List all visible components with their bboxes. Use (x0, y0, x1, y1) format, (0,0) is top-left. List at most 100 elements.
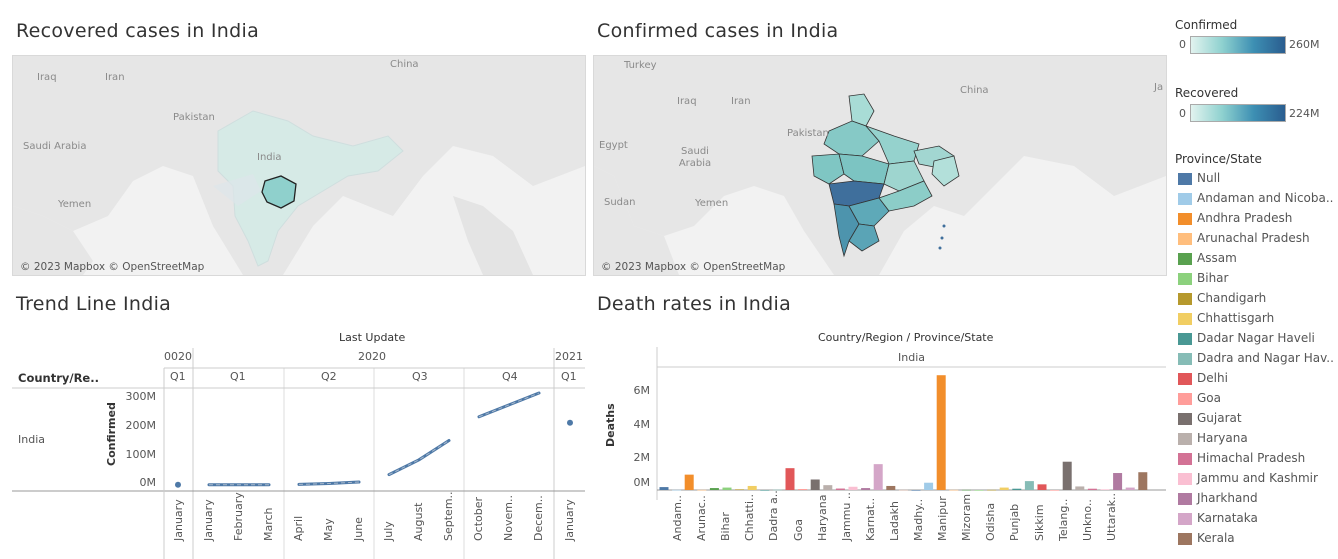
death-x-label: Sikkim (1032, 504, 1046, 541)
map-label-iran: Iran (105, 72, 125, 83)
trend-header: Last Update (339, 331, 406, 344)
confirmed-map-canvas (594, 56, 1166, 275)
death-bar[interactable] (1125, 487, 1135, 490)
death-bar[interactable] (1113, 473, 1123, 490)
death-x-label: Bihar (719, 512, 733, 541)
confirmed-map[interactable]: Turkey Iraq Iran China Pakistan Egypt Sa… (593, 55, 1167, 276)
death-bar[interactable] (898, 489, 908, 491)
death-x-label: Arunac.. (695, 495, 709, 541)
legend-swatch (1178, 333, 1192, 345)
trend-line (478, 392, 540, 418)
legend-recovered-title: Recovered (1175, 86, 1239, 100)
trend-chart[interactable] (0, 0, 590, 559)
map-label-japan: Ja (1154, 82, 1164, 93)
death-x-label: Mizoram (960, 493, 974, 541)
death-x-label: Andam.. (671, 495, 684, 541)
legend-label: Haryana (1197, 431, 1248, 445)
legend-swatch (1178, 393, 1192, 405)
death-bar[interactable] (1087, 488, 1097, 490)
death-x-label: Ladakh (887, 501, 901, 541)
death-bar[interactable] (735, 489, 745, 490)
map-label-iraq: Iraq (37, 72, 57, 83)
death-bar[interactable] (722, 487, 732, 490)
map-label-pakistan: Pakistan (787, 128, 829, 139)
trend-y-tick: 100M (125, 448, 157, 461)
death-bar[interactable] (848, 486, 858, 490)
death-bar[interactable] (659, 487, 669, 490)
death-bar[interactable] (672, 489, 682, 491)
map-label-saudi: Saudi Arabia (678, 146, 712, 169)
legend-label: Delhi (1197, 371, 1228, 385)
legend-label: Arunachal Pradesh (1197, 231, 1310, 245)
legend-swatch (1178, 473, 1192, 485)
legend-label: Chandigarh (1197, 291, 1267, 305)
death-bar[interactable] (911, 490, 921, 491)
death-bar[interactable] (949, 489, 959, 491)
death-bar[interactable] (760, 490, 770, 491)
deaths-chart[interactable] (0, 0, 1170, 559)
legend-recovered-min: 0 (1179, 107, 1186, 120)
legend-swatch (1178, 453, 1192, 465)
trend-line (388, 440, 450, 476)
trend-point[interactable] (175, 481, 181, 488)
death-x-label: Goa (791, 519, 805, 541)
death-bar[interactable] (1037, 484, 1047, 490)
death-x-label: Chhatti.. (743, 493, 757, 541)
trend-year-2021: 2021 (555, 350, 583, 363)
death-bar[interactable] (709, 488, 719, 490)
death-x-label: Haryana (815, 494, 829, 542)
legend-label: Gujarat (1197, 411, 1242, 425)
trend-y-tick: 300M (125, 390, 157, 403)
legend-recovered-gradient[interactable] (1190, 104, 1286, 122)
legend-label: Andaman and Nicoba.. (1197, 191, 1334, 205)
death-x-label: Odisha (984, 502, 998, 541)
death-bar[interactable] (823, 485, 833, 490)
legend-label: Karnataka (1197, 511, 1258, 525)
deaths-country: India (898, 351, 925, 364)
death-bar[interactable] (936, 375, 946, 490)
death-bar[interactable] (1050, 490, 1060, 491)
trend-point[interactable] (567, 419, 573, 426)
death-bar[interactable] (1075, 486, 1085, 490)
death-bar[interactable] (772, 489, 782, 491)
map-label-yemen: Yemen (695, 198, 729, 209)
death-bar[interactable] (999, 487, 1009, 490)
death-bar[interactable] (1100, 489, 1110, 490)
death-x-label: Madhy.. (912, 498, 925, 541)
death-bar[interactable] (861, 488, 871, 490)
death-bar[interactable] (1062, 461, 1072, 490)
death-bar[interactable] (974, 490, 984, 491)
legend-confirmed-gradient[interactable] (1190, 36, 1286, 54)
map-label-pakistan: Pakistan (173, 112, 215, 123)
death-bar[interactable] (987, 489, 997, 491)
legend-label: Null (1197, 171, 1221, 185)
map-label-china: China (960, 85, 989, 96)
death-bar[interactable] (924, 482, 934, 490)
death-bar[interactable] (1024, 481, 1034, 490)
legend-label: Dadra and Nagar Hav.. (1197, 351, 1334, 365)
deaths-y-tick: 4M (633, 418, 651, 431)
death-bar[interactable] (961, 489, 971, 491)
recovered-map-canvas (13, 56, 585, 275)
death-bar[interactable] (798, 489, 808, 490)
legend-label: Bihar (1197, 271, 1229, 285)
recovered-map[interactable]: Iraq Iran China Pakistan India Saudi Ara… (12, 55, 586, 276)
map-label-iraq: Iraq (677, 96, 697, 107)
death-x-label: Dadra a.. (767, 490, 781, 541)
death-bar[interactable] (835, 488, 845, 490)
legend-label: Dadar Nagar Haveli (1197, 331, 1315, 345)
trend-y-tick: 0M (139, 476, 157, 489)
legend-label: Kerala (1197, 531, 1235, 545)
death-bar[interactable] (1138, 472, 1148, 490)
death-bar[interactable] (886, 485, 896, 490)
legend-swatch (1178, 533, 1192, 545)
death-bar[interactable] (684, 474, 694, 490)
death-bar[interactable] (697, 489, 707, 491)
death-bar[interactable] (747, 485, 757, 490)
death-bar[interactable] (810, 479, 820, 490)
death-x-label: Uttarak.. (1104, 492, 1118, 541)
death-bar[interactable] (785, 468, 795, 490)
death-bar[interactable] (1012, 488, 1022, 490)
trend-title: Trend Line India (16, 293, 172, 315)
death-bar[interactable] (873, 464, 883, 490)
